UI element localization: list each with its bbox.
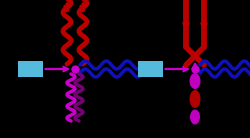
Ellipse shape	[190, 90, 200, 108]
Bar	[18, 61, 42, 77]
Ellipse shape	[190, 109, 200, 124]
Ellipse shape	[190, 73, 200, 89]
Bar	[138, 61, 162, 77]
